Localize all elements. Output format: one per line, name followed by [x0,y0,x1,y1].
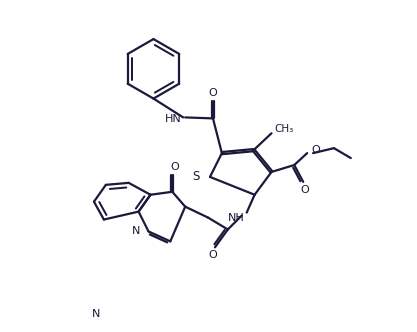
Text: N: N [132,226,141,236]
Text: O: O [170,162,178,172]
Text: O: O [208,250,217,260]
Text: O: O [311,145,320,155]
Text: NH: NH [228,212,245,222]
Text: O: O [208,88,217,98]
Text: HN: HN [164,115,181,124]
Text: N: N [92,309,100,319]
Text: O: O [301,185,309,195]
Text: S: S [193,170,200,183]
Text: CH₃: CH₃ [274,124,294,134]
